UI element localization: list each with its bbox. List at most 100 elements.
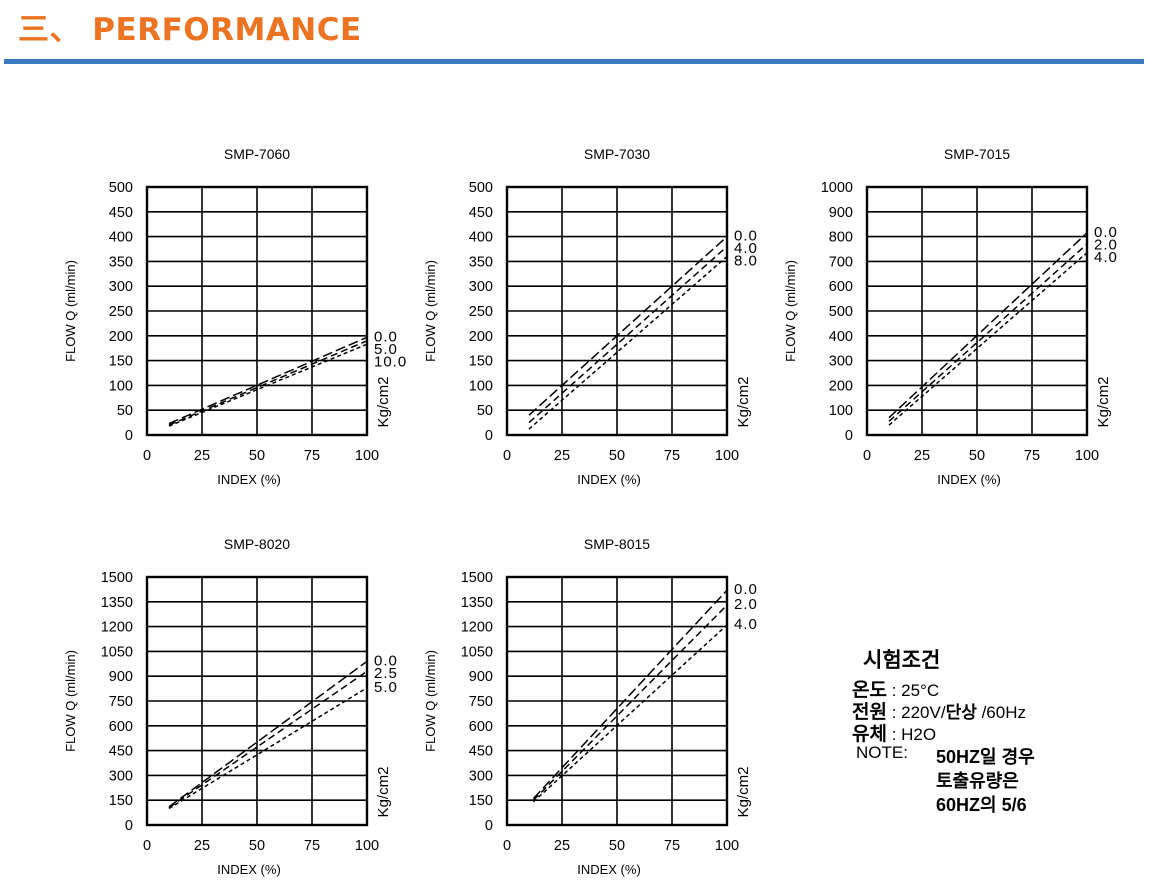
series-label: 5.0 [374,679,398,696]
header-rule [4,59,1144,64]
pressure-unit-label: Kg/cm2 [1095,377,1112,428]
y-tick-label: 0 [845,428,853,444]
y-tick-label: 450 [109,744,133,760]
plot-frame [145,185,369,437]
y-tick-label: 1050 [461,644,493,660]
x-tick-label: 25 [554,838,570,854]
x-axis-label: INDEX (%) [937,472,1001,487]
chart-smp-7060: SMP-7060 0 50 100 150 200 250 300 350 400 450 500 0 2… [63,146,407,487]
section-title: PERFORMANCE [92,12,362,48]
y-tick-label: 750 [469,694,493,710]
y-tick-label: 150 [109,793,133,809]
series-label: 2.0 [734,596,758,613]
y-tick-label: 300 [469,279,493,295]
condition-row-fluid: 유체 : H2O [852,719,936,746]
chart-smp-7030: SMP-7030 0 50 100 150 200 250 300 350 400 450 500 0 2… [423,146,758,487]
x-tick-label: 75 [1024,448,1040,464]
series-label: 0.0 [734,228,758,245]
condition-key: 전원 [852,702,887,723]
y-tick-label: 600 [109,719,133,735]
chart-title: SMP-7060 [224,146,290,162]
series-line [532,624,728,803]
note-line: 50HZ일 경우 [936,747,1035,767]
condition-value-bold: 단상 [945,703,977,722]
series-line [168,343,368,427]
condition-value: : H2O [886,725,937,744]
y-tick-label: 150 [109,354,133,370]
y-tick-label: 250 [469,304,493,320]
pressure-unit-label: Kg/cm2 [375,767,392,818]
chart-title: SMP-7030 [584,146,650,162]
y-axis-label: FLOW Q (ml/min) [783,260,798,362]
x-tick-label: 25 [194,448,210,464]
pressure-unit-label: Kg/cm2 [735,377,752,428]
y-tick-label: 1200 [461,620,493,636]
x-tick-label: 100 [355,838,379,854]
series-line [888,232,1088,419]
series-label: 0.0 [1094,224,1118,241]
series-label: 2.0 [1094,236,1118,253]
y-tick-label: 1050 [101,644,133,660]
condition-row-temperature: 온도 : 25°C [852,675,939,702]
x-axis-label: INDEX (%) [217,472,281,487]
plot-frame [505,575,729,827]
x-tick-label: 50 [249,838,265,854]
series-label: 10.0 [374,353,407,370]
plot-frame [145,575,369,827]
x-tick-label: 50 [969,448,985,464]
x-tick-label: 0 [503,448,511,464]
y-tick-label: 150 [469,793,493,809]
series-line [528,236,728,416]
page-title: 三、 PERFORMANCE [18,4,362,49]
pressure-unit-label: Kg/cm2 [375,377,392,428]
x-tick-label: 0 [863,448,871,464]
y-tick-label: 300 [109,768,133,784]
condition-value: : 220V/ [886,703,946,722]
y-tick-label: 0 [485,818,493,834]
x-tick-label: 50 [609,838,625,854]
y-tick-label: 450 [469,205,493,221]
note-line: 60HZ의 5/6 [936,795,1027,815]
x-tick-label: 50 [609,448,625,464]
x-axis-label: INDEX (%) [577,862,641,877]
y-tick-label: 500 [829,304,853,320]
plot-frame [865,185,1089,437]
note-label: NOTE: [856,743,908,762]
y-tick-label: 150 [469,354,493,370]
chart-smp-8020: SMP-802001503004506007509001050120013501… [63,536,398,877]
y-tick-label: 50 [117,403,133,419]
x-tick-label: 0 [503,838,511,854]
x-axis-label: INDEX (%) [577,472,641,487]
x-tick-label: 75 [304,448,320,464]
condition-row-power: 전원 : 220V/단상 /60Hz [852,697,1026,724]
chart-title: SMP-8015 [584,536,650,552]
y-tick-label: 100 [469,378,493,394]
series-line [888,243,1088,422]
x-tick-label: 75 [304,838,320,854]
condition-key: 온도 [852,680,887,701]
x-tick-label: 100 [1075,448,1099,464]
y-tick-label: 800 [829,230,853,246]
test-conditions: 시험조건 온도 : 25°C 전원 : 220V/단상 /60Hz 유체 : H… [848,644,1108,824]
series-label: 4.0 [734,616,758,633]
condition-key: 유체 [852,724,887,745]
y-tick-label: 200 [469,329,493,345]
y-axis-label: FLOW Q (ml/min) [423,650,438,752]
y-tick-label: 700 [829,254,853,270]
y-tick-label: 0 [485,428,493,444]
y-tick-label: 450 [109,205,133,221]
section-number: 三、 [18,12,81,48]
series-line [168,660,368,808]
x-tick-label: 100 [715,448,739,464]
y-tick-label: 100 [109,378,133,394]
y-tick-label: 200 [109,329,133,345]
y-tick-label: 600 [829,279,853,295]
y-tick-label: 500 [109,180,133,196]
chart-title: SMP-7015 [944,146,1010,162]
series-line [528,255,728,430]
condition-value-tail: /60Hz [976,703,1026,722]
series-line [532,589,728,800]
y-tick-label: 900 [469,669,493,685]
y-axis-label: FLOW Q (ml/min) [63,650,78,752]
